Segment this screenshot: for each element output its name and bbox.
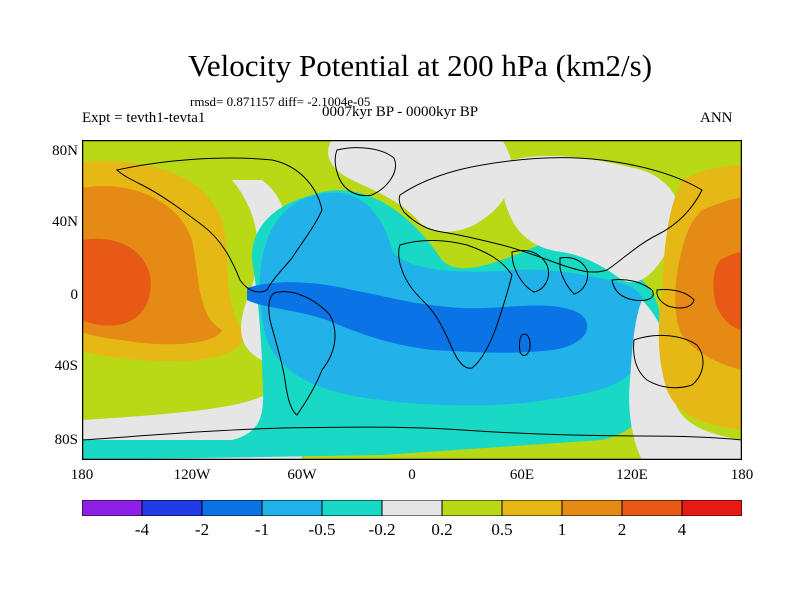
colorbar-label: 0.5 (491, 520, 513, 539)
colorbar-label: -4 (134, 520, 150, 539)
y-tick-40s: 40S (54, 358, 78, 374)
colorbar-swatch (441, 500, 503, 516)
colorbar-swatch (141, 500, 203, 516)
colorbar-swatch (621, 500, 683, 516)
colorbar-label: -2 (194, 520, 210, 539)
plot-title: Velocity Potential at 200 hPa (km2/s) (187, 48, 653, 83)
colorbar-swatch (201, 500, 263, 516)
period-subtitle: 0007kyr BP - 0000kyr BP (322, 104, 479, 120)
y-tick-40n: 40N (52, 214, 78, 230)
colorbar-swatch (82, 500, 143, 516)
colorbar (82, 500, 742, 516)
colorbar-label: -0.2 (368, 520, 396, 539)
season-label: ANN (700, 110, 733, 126)
map-panel (82, 140, 742, 460)
x-tick-120w: 120W (173, 467, 211, 483)
field-red-west (82, 238, 151, 326)
y-tick-0: 0 (70, 287, 79, 303)
experiment-label: Expt = tevth1-tevta1 (82, 110, 206, 126)
colorbar-label: 2 (617, 520, 627, 539)
field-neutral-asia (502, 155, 681, 283)
field-redorange-east (713, 252, 742, 330)
map-frame (82, 140, 742, 460)
x-tick-120e: 120E (616, 467, 648, 483)
field-neutral-south-east (629, 300, 742, 460)
colorbar-swatch (321, 500, 383, 516)
colorbar-swatch (681, 500, 742, 516)
colorbar-label: 4 (677, 520, 687, 539)
field-blue (247, 282, 588, 353)
x-tick-180e: 180 (730, 467, 754, 483)
colorbar-swatch (501, 500, 563, 516)
colorbar-swatch (381, 500, 443, 516)
stats-line: rmsd= 0.871157 diff= -2.1004e-05 (190, 94, 371, 109)
colorbar-label: -1 (254, 520, 270, 539)
y-tick-80n: 80N (52, 143, 78, 159)
field-lightblue (259, 192, 648, 406)
coastlines (82, 147, 742, 441)
colorbar-swatch (561, 500, 623, 516)
x-tick-0: 0 (408, 467, 416, 483)
colorbar-label: 0.2 (431, 520, 453, 539)
field-orange-east (675, 198, 742, 370)
colorbar-swatch (261, 500, 323, 516)
colorbar-label: -0.5 (308, 520, 336, 539)
x-tick-60e: 60E (509, 467, 535, 483)
y-tick-80s: 80S (54, 432, 78, 448)
field-neutral-north (328, 140, 513, 232)
x-tick-180w: 180 (70, 467, 94, 483)
colorbar-label: 1 (557, 520, 567, 539)
x-tick-60w: 60W (287, 467, 317, 483)
